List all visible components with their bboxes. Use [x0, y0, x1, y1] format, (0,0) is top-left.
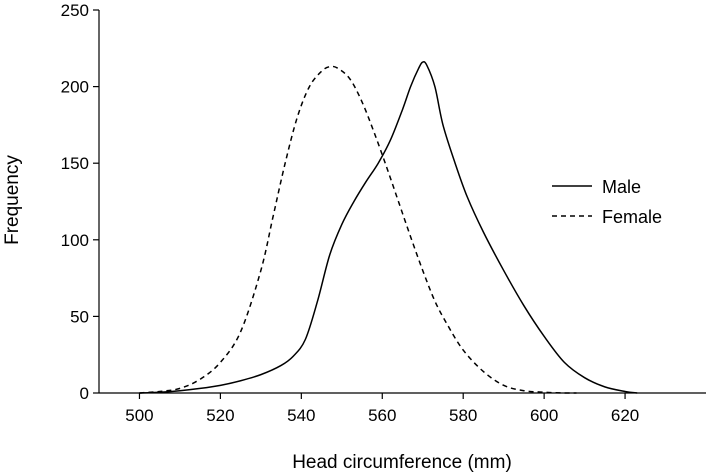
- x-tick-label: 620: [611, 406, 639, 425]
- x-tick-label: 600: [530, 406, 558, 425]
- x-tick-label: 580: [449, 406, 477, 425]
- series-line-male: [139, 61, 638, 394]
- x-tick-label: 560: [368, 406, 396, 425]
- y-ticks: 0 50 100 150 200 250: [61, 1, 99, 403]
- y-tick-label: 250: [61, 1, 89, 20]
- y-axis-title: Frequency: [2, 155, 23, 245]
- x-tick-label: 500: [125, 406, 153, 425]
- x-axis-title: Head circumference (mm): [292, 452, 512, 473]
- y-tick-label: 50: [70, 307, 89, 326]
- x-tick-label: 540: [287, 406, 315, 425]
- legend-label-male: Male: [602, 177, 641, 197]
- x-ticks: 500 520 540 560 580 600 620: [125, 393, 639, 425]
- y-tick-label: 150: [61, 154, 89, 173]
- series-layer: [139, 61, 638, 394]
- series-line-female: [139, 65, 577, 394]
- y-tick-label: 200: [61, 78, 89, 97]
- y-tick-label: 100: [61, 231, 89, 250]
- plot-area: 0 50 100 150 200 250 500 520 540 560 580 600 620: [61, 1, 706, 425]
- legend-label-female: Female: [602, 207, 662, 227]
- y-tick-label: 0: [80, 384, 89, 403]
- x-tick-label: 520: [206, 406, 234, 425]
- legend: Male Female: [552, 177, 662, 227]
